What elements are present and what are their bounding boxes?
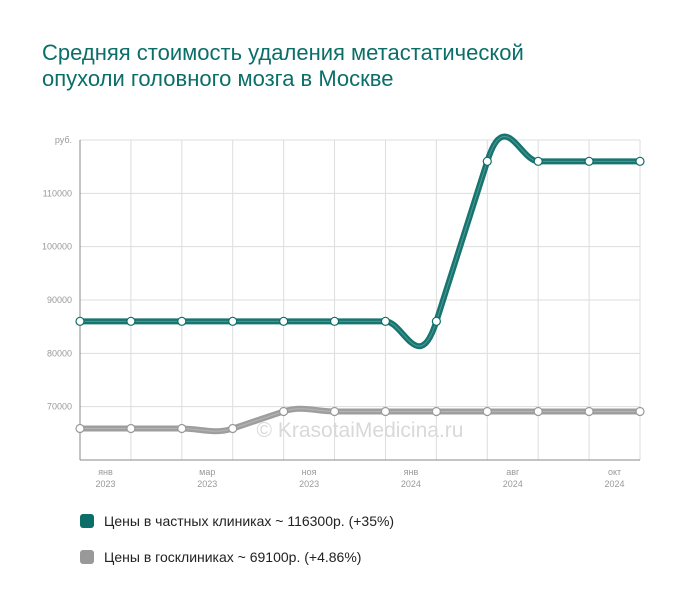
series-line-highlight-0 <box>80 135 640 347</box>
data-point[interactable] <box>228 316 238 326</box>
watermark: © KrasotaiMedicina.ru <box>257 419 464 442</box>
legend-item-private[interactable]: Цены в частных клиниках ~ 116300р. (+35%… <box>80 510 394 532</box>
series <box>75 133 645 435</box>
y-tick-label: 90000 <box>47 295 72 305</box>
legend-label-public: Цены в госклиниках ~ 69100р. (+4.86%) <box>104 549 362 565</box>
y-tick-label: 100000 <box>42 242 72 252</box>
line-chart: 70000 80000 90000 100000 110000 руб. янв 2023 ма… <box>42 133 645 489</box>
x-tick-year: 2023 <box>299 479 319 489</box>
x-tick-month: авг <box>506 467 520 477</box>
data-point[interactable] <box>329 406 340 417</box>
data-point[interactable] <box>279 406 289 417</box>
data-point[interactable] <box>533 406 543 417</box>
y-unit-label: руб. <box>55 135 72 145</box>
data-point[interactable] <box>380 316 391 326</box>
y-tick-label: 70000 <box>47 402 72 412</box>
legend-item-public[interactable]: Цены в госклиниках ~ 69100р. (+4.86%) <box>80 546 394 568</box>
legend-swatch-private <box>80 514 94 528</box>
legend-label-private: Цены в частных клиниках ~ 116300р. (+35%… <box>104 513 395 529</box>
data-point[interactable] <box>635 406 645 417</box>
x-tick-month: ноя <box>302 467 317 477</box>
data-point[interactable] <box>75 423 85 434</box>
data-point[interactable] <box>126 423 136 434</box>
data-point[interactable] <box>482 156 492 166</box>
data-point[interactable] <box>635 156 645 166</box>
legend: Цены в частных клиниках ~ 116300р. (+35%… <box>80 510 394 582</box>
chart-title: Средняя стоимость удаления метастатическ… <box>42 40 524 91</box>
x-tick-year: 2023 <box>95 479 115 489</box>
data-point[interactable] <box>482 406 492 417</box>
x-tick-month: янв <box>404 467 419 477</box>
data-point[interactable] <box>431 406 441 417</box>
series-line-0 <box>77 133 643 350</box>
data-point[interactable] <box>177 316 187 326</box>
data-point[interactable] <box>279 316 289 326</box>
x-tick-month: окт <box>608 467 621 477</box>
x-tick-year: 2024 <box>503 479 523 489</box>
x-tick-year: 2024 <box>401 479 421 489</box>
data-point[interactable] <box>431 316 441 326</box>
legend-swatch-public <box>80 550 94 564</box>
data-point[interactable] <box>177 423 187 434</box>
y-tick-label: 80000 <box>47 348 72 358</box>
data-point[interactable] <box>533 156 543 166</box>
data-point[interactable] <box>380 406 391 417</box>
x-tick-month: янв <box>98 467 113 477</box>
data-point[interactable] <box>329 316 340 326</box>
x-tick-year: 2023 <box>197 479 217 489</box>
data-point[interactable] <box>584 406 594 417</box>
x-tick-month: мар <box>199 467 215 477</box>
y-tick-label: 110000 <box>43 188 72 198</box>
x-tick-year: 2024 <box>605 479 625 489</box>
data-point[interactable] <box>75 316 85 326</box>
data-point[interactable] <box>228 423 238 434</box>
data-point[interactable] <box>126 316 136 326</box>
data-point[interactable] <box>584 156 594 166</box>
axes: 70000 80000 90000 100000 110000 руб. янв 2023 ма… <box>42 135 640 489</box>
